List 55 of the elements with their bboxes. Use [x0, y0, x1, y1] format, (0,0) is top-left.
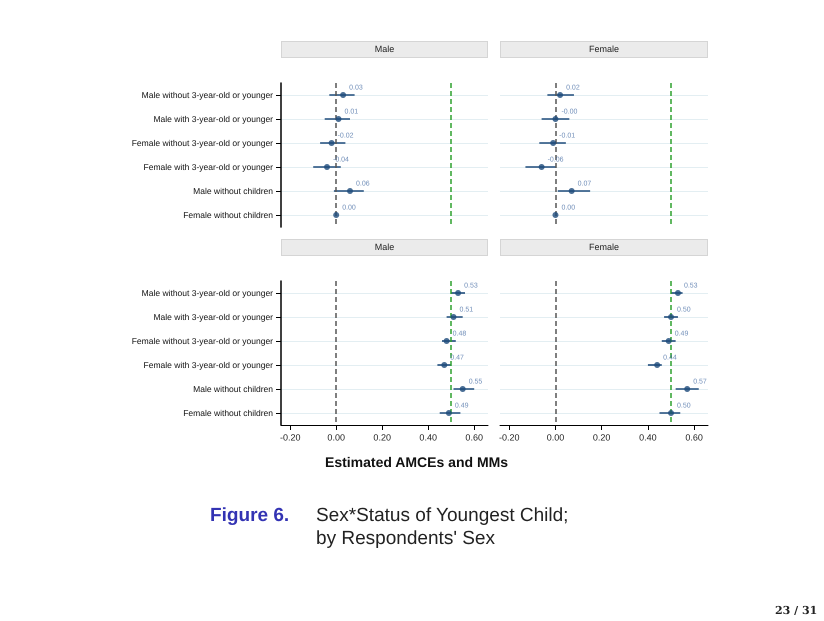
point: [668, 314, 674, 320]
x-tick-label: -0.20: [498, 432, 520, 442]
point: [550, 140, 556, 146]
y-tick-label: Male without 3-year-old or younger: [142, 288, 274, 298]
point: [333, 212, 340, 218]
x-tick-label: 0.40: [639, 432, 657, 442]
x-tick-label: 0.40: [419, 432, 437, 442]
chart-title: Male: [281, 239, 488, 256]
point: [441, 362, 448, 368]
x-tick-label: 0.60: [465, 432, 483, 442]
point: [336, 116, 342, 122]
chart-title: Female: [500, 239, 708, 256]
point: [568, 188, 575, 194]
y-tick-label: Female with 3-year-old or younger: [144, 162, 274, 172]
point: [446, 410, 452, 416]
point: [666, 338, 672, 344]
text: by Respondents' Sex: [316, 528, 495, 550]
y-tick-label: Male without children: [193, 186, 274, 196]
point: [654, 362, 660, 368]
y-tick-label: Male without children: [193, 384, 274, 394]
y-tick-label: Male with 3-year-old or younger: [153, 312, 274, 322]
x-axis-title: Estimated AMCEs and MMs: [325, 454, 508, 470]
point: [450, 314, 456, 320]
chart-title: Female: [500, 41, 708, 58]
text: Sex*Status of Youngest Child;: [316, 505, 568, 527]
point: [324, 164, 330, 170]
point: [444, 338, 450, 344]
point: [557, 92, 564, 98]
point: [552, 116, 558, 122]
x-tick-label: 0.20: [373, 432, 391, 442]
point: [340, 92, 346, 98]
chart-title: Male: [281, 41, 488, 58]
point: [552, 212, 558, 218]
x-tick-label: -0.20: [280, 432, 300, 442]
point: [328, 140, 335, 146]
x-tick-label: 0.00: [546, 432, 564, 442]
point: [460, 386, 466, 392]
y-tick-label: Female without 3-year-old or younger: [132, 336, 274, 346]
point: [684, 386, 690, 392]
text: 23 / 31: [775, 604, 818, 617]
x-tick-label: 0.60: [685, 432, 703, 442]
y-tick-label: Female without children: [183, 408, 274, 418]
y-tick-label: Female with 3-year-old or younger: [144, 360, 274, 370]
point: [538, 164, 545, 170]
point: [668, 410, 674, 416]
point: [347, 188, 353, 194]
caption: Figure 6.: [210, 505, 290, 527]
y-tick-label: Male without 3-year-old or younger: [142, 90, 274, 100]
y-tick-label: Female without children: [183, 210, 274, 220]
x-tick-label: 0.00: [327, 432, 345, 442]
point: [674, 290, 681, 296]
y-tick-label: Female without 3-year-old or younger: [132, 138, 274, 148]
point: [455, 290, 462, 296]
x-tick-label: 0.20: [592, 432, 610, 442]
y-tick-label: Male with 3-year-old or younger: [153, 114, 274, 124]
